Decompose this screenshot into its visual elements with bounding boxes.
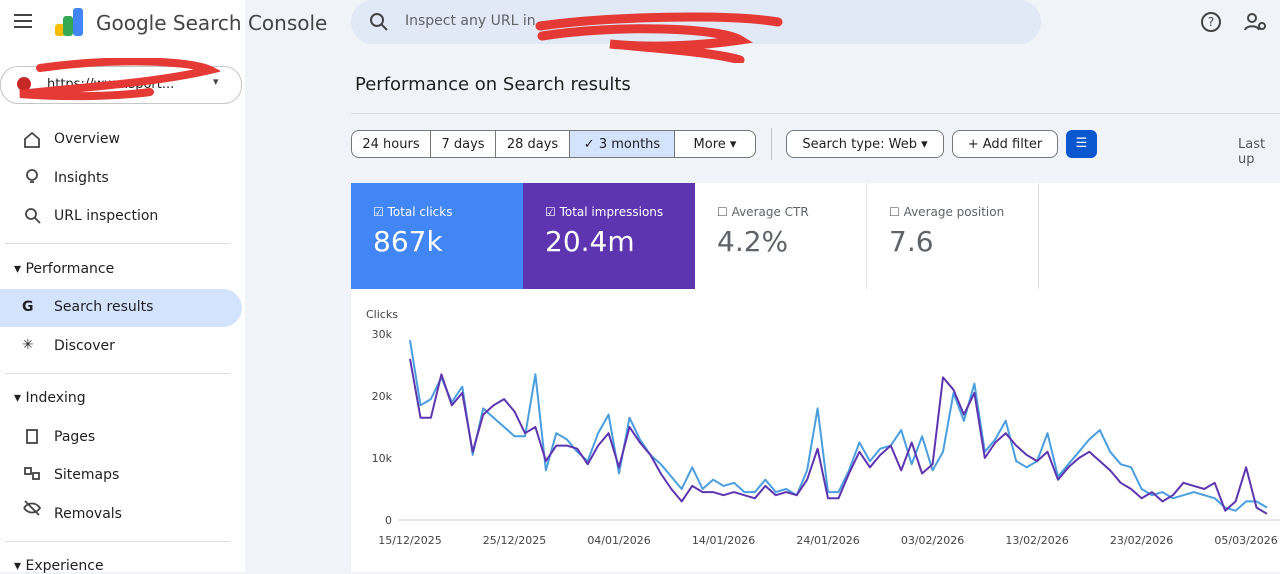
section-title: Indexing [25,390,86,406]
y-tick-label: 20k [372,390,393,403]
section-title: Experience [25,558,104,574]
metric-label: ☐ Average CTR [717,205,809,219]
date-range[interactable]: 7 days [430,130,496,158]
nav-icon: G [22,299,34,315]
redaction [19,58,220,101]
label: Average position [903,205,1005,219]
metric-value: 20.4m [545,225,635,258]
metric-card[interactable]: ☐ Average position 7.6 [867,183,1039,289]
x-tick-label: 24/01/2026 [796,534,859,547]
property-icon [17,77,31,91]
logo [55,8,83,36]
page-title: Performance on Search results [355,74,631,95]
help-icon[interactable]: ? [1200,11,1222,33]
metric-card[interactable]: ☑ Total impressions 20.4m [523,183,695,289]
x-tick-label: 03/02/2026 [901,534,964,547]
x-tick-label: 25/12/2025 [483,534,546,547]
label: Search type: Web [802,137,918,152]
nav-section[interactable]: ▾ Indexing [14,390,86,406]
date-range-selected[interactable]: ✓ 3 months [569,130,675,158]
x-tick-label: 05/03/2026 [1214,534,1277,547]
filter-button[interactable]: ☰ [1066,130,1097,158]
card-filler [1039,183,1280,289]
section-title: Performance [25,261,115,277]
nav-item[interactable]: Insights [54,170,109,186]
metric-value: 7.6 [889,225,934,258]
nav-item[interactable]: Sitemaps [54,467,120,483]
divider [5,373,230,374]
metric-value: 867k [373,225,443,258]
x-tick-label: 23/02/2026 [1110,534,1173,547]
divider [771,128,772,160]
nav-icon: ✳ [22,337,34,353]
divider [5,541,230,542]
nav-item[interactable]: URL inspection [54,208,159,224]
x-tick-label: 14/01/2026 [692,534,755,547]
y-tick-label: 30k [372,328,393,341]
metric-label: ☑ Total clicks [373,205,453,219]
y-tick-label: 0 [385,514,392,527]
series-line [409,340,1268,512]
metric-card[interactable]: ☑ Total clicks 867k [351,183,523,289]
nav-item[interactable]: Overview [54,131,120,147]
last-updated: Last up [1238,137,1266,167]
label: Add filter [982,137,1043,152]
nav-active [0,289,242,327]
metric-label: ☐ Average position [889,205,1005,219]
search-placeholder: Inspect any URL in [405,13,536,29]
search-bar[interactable]: Inspect any URL in [351,0,1041,44]
x-tick-label: 15/12/2025 [378,534,441,547]
metric-label: ☑ Total impressions [545,205,664,219]
nav-section[interactable]: ▾ Experience [14,558,104,574]
x-tick-label: 13/02/2026 [1005,534,1068,547]
nav-item[interactable]: Pages [54,429,96,445]
menu-icon[interactable] [14,13,34,29]
date-range[interactable]: 28 days [495,130,570,158]
product-name: Google Search Console [96,11,328,35]
y-tick-label: 10k [372,452,393,465]
metric-card[interactable]: ☐ Average CTR 4.2% [695,183,867,289]
x-tick-label: 04/01/2026 [587,534,650,547]
label: 3 months [598,137,661,152]
metric-value: 4.2% [717,225,789,258]
divider [5,243,230,244]
redaction [535,12,783,63]
date-range[interactable]: More ▾ [674,130,756,158]
svg-text:?: ? [1208,15,1214,29]
date-range[interactable]: 24 hours [351,130,431,158]
nav-item[interactable]: Discover [54,338,115,354]
y-axis-label: Clicks [366,308,398,321]
nav-item[interactable]: Removals [54,506,122,522]
nav-icons [23,131,42,516]
chart: Clicks 0 10k 20k 30k 15/12/2025 25/12/2025 04/… [351,289,1280,572]
dropdown-arrow: ▾ [213,75,219,88]
search-icon [370,13,388,31]
settings-icon[interactable] [1244,11,1268,33]
series-line [409,358,1268,515]
label: Average CTR [731,205,809,219]
label: Total impressions [559,205,664,219]
add-filter[interactable]: + Add filter [952,130,1058,158]
divider [351,113,1280,114]
nav-section[interactable]: ▾ Performance [14,261,115,277]
label: Total clicks [387,205,453,219]
search-type[interactable]: Search type: Web ▾ [786,130,944,158]
label: More [693,137,726,152]
nav-item[interactable]: Search results [54,299,154,315]
